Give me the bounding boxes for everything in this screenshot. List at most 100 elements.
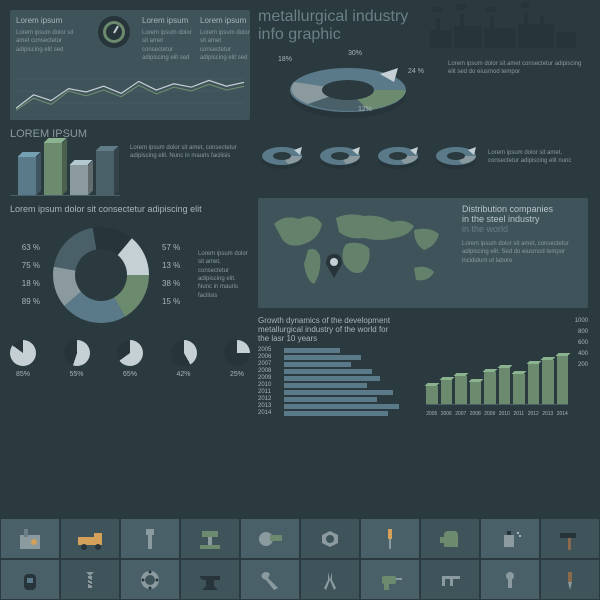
bearing-icon <box>120 559 180 600</box>
hbar <box>284 376 380 381</box>
ring3d-big <box>258 54 438 124</box>
g-t3: the lasr 10 years <box>258 334 418 343</box>
ring3d-small <box>432 140 480 174</box>
ring3d-body: Lorem ipsum dolor sit amet consectetur a… <box>448 54 588 132</box>
line-chart <box>16 67 244 115</box>
mini-pie <box>224 340 250 366</box>
ring-lbl-1: 30% <box>348 50 362 57</box>
hbar <box>284 390 393 395</box>
calipers-icon <box>420 559 480 600</box>
ring-row: Lorem ipsum dolor sit amet, consectetur … <box>258 140 588 174</box>
tl-body2: Lorem ipsum dolor sit amet consectetur a… <box>200 29 250 63</box>
truck-icon <box>60 518 120 559</box>
map-panel: Distribution companies in the steel indu… <box>258 198 588 308</box>
x-year: 2010 <box>499 411 511 417</box>
vbar <box>426 386 438 404</box>
donut-label: 63 % <box>10 239 40 257</box>
map-t3: in the world <box>462 224 582 234</box>
x-year: 2011 <box>513 411 525 417</box>
rivet-icon <box>480 559 540 600</box>
gloves-icon <box>420 518 480 559</box>
g-t2: metallurgical industry of the world for <box>258 325 418 334</box>
anvil-icon <box>180 559 240 600</box>
vbar <box>484 372 496 404</box>
ringrow-body: Lorem ipsum dolor sit amet, consectetur … <box>488 149 588 166</box>
wrench-icon <box>240 559 300 600</box>
y-tick: 600 <box>575 338 588 349</box>
x-year: 2006 <box>441 411 453 417</box>
year-label: 2009 <box>258 375 280 381</box>
hbar <box>284 411 388 416</box>
map-t2: in the steel industry <box>462 214 582 224</box>
x-year: 2009 <box>484 411 496 417</box>
bolt-icon <box>120 518 180 559</box>
year-label: 2011 <box>258 389 280 395</box>
vbar <box>441 380 453 404</box>
bar3d-panel: LOREM IPSUM Lorem ipsum dolor sit amet, … <box>10 128 250 196</box>
year-label: 2013 <box>258 403 280 409</box>
donut-label: 38 % <box>162 275 192 293</box>
tl-col2: Lorem ipsum <box>200 16 250 25</box>
mini-pie <box>10 340 36 366</box>
mini-pie-label: 55% <box>64 371 90 378</box>
screw-icon <box>60 559 120 600</box>
map-t1: Distribution companies <box>462 204 582 214</box>
donut-label: 18 % <box>10 275 40 293</box>
press-icon <box>180 518 240 559</box>
hbar <box>284 404 399 409</box>
vbar <box>470 382 482 404</box>
welder-icon <box>0 559 60 600</box>
mini-pie <box>117 340 143 366</box>
mini-pie-label: 85% <box>10 371 36 378</box>
hbar <box>284 362 351 367</box>
line-chart-panel: Lorem ipsum Lorem ipsum dolor sit amet c… <box>10 10 250 120</box>
vbar <box>557 356 569 404</box>
ring-lbl-3: 12% <box>358 106 372 113</box>
page-title-2: info graphic <box>258 26 341 44</box>
year-label: 2014 <box>258 410 280 416</box>
spray-icon <box>480 518 540 559</box>
icon-grid <box>0 518 600 600</box>
vbar <box>499 368 511 404</box>
x-year: 2005 <box>426 411 438 417</box>
hbar <box>284 383 367 388</box>
donut-label: 57 % <box>162 239 192 257</box>
grinder-icon <box>240 518 300 559</box>
mini-pie <box>64 340 90 366</box>
hbar <box>284 397 377 402</box>
gauge-icon <box>103 21 125 43</box>
ring-lbl-2: 24 % <box>408 68 424 75</box>
mini-pie <box>171 340 197 366</box>
world-map <box>264 204 454 302</box>
donut-label: 13 % <box>162 257 192 275</box>
y-tick: 1000 <box>575 316 588 327</box>
tl-body1: Lorem ipsum dolor sit amet consectetur a… <box>142 29 192 63</box>
x-year: 2007 <box>455 411 467 417</box>
year-label: 2005 <box>258 347 280 353</box>
furnace-icon <box>0 518 60 559</box>
vbar <box>528 364 540 404</box>
g-t1: Growth dynamics of the development <box>258 316 418 325</box>
year-label: 2007 <box>258 361 280 367</box>
donut-label: 15 % <box>162 293 192 311</box>
drill-icon <box>360 559 420 600</box>
x-year: 2013 <box>542 411 554 417</box>
year-label: 2006 <box>258 354 280 360</box>
y-tick: 800 <box>575 327 588 338</box>
vbar <box>455 376 467 404</box>
mini-pie-label: 25% <box>224 371 250 378</box>
donut-chart <box>46 220 156 330</box>
year-label: 2012 <box>258 396 280 402</box>
year-label: 2008 <box>258 368 280 374</box>
bar3d-body: Lorem ipsum dolor sit amet, consectetur … <box>130 144 250 196</box>
tl-title: Lorem ipsum <box>16 16 86 25</box>
page-title-1: metallurgical industry <box>258 8 408 26</box>
nut-icon <box>300 518 360 559</box>
x-year: 2012 <box>528 411 540 417</box>
ring3d-small <box>258 140 306 174</box>
donut-body: Lorem ipsum dolor sit amet, consectetur … <box>198 250 250 300</box>
screwdriver-icon <box>360 518 420 559</box>
bar3d-title: LOREM IPSUM <box>10 128 250 140</box>
vbar <box>513 374 525 404</box>
y-tick: 200 <box>575 360 588 371</box>
